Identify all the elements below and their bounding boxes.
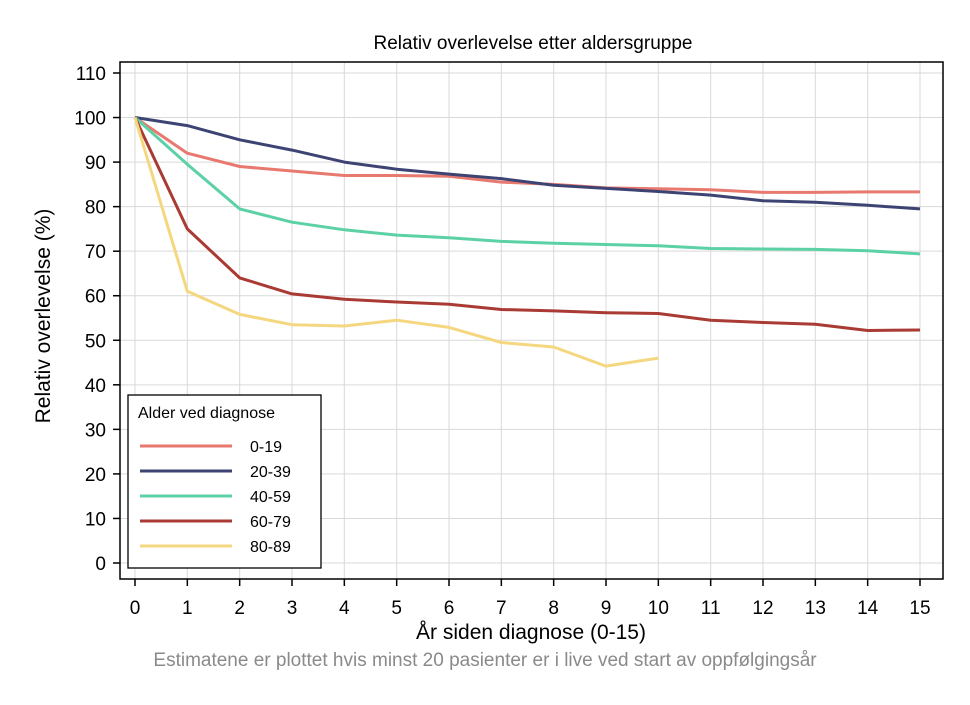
y-tick-label: 40 xyxy=(85,376,106,397)
legend-label: 20-39 xyxy=(250,464,291,481)
x-tick-label: 1 xyxy=(182,598,193,619)
x-tick-label: 4 xyxy=(339,598,350,619)
chart-title: Relativ overlevelse etter aldersgruppe xyxy=(374,33,693,54)
plot-frame xyxy=(119,61,944,580)
x-axis-label: År siden diagnose (0-15) xyxy=(416,621,646,644)
legend-label: 60-79 xyxy=(250,514,291,531)
legend-label: 40-59 xyxy=(250,489,291,506)
y-tick-label: 100 xyxy=(74,109,106,130)
series-lines xyxy=(133,116,921,368)
x-tick-label: 3 xyxy=(287,598,298,619)
x-tick-label: 5 xyxy=(391,598,402,619)
x-tick-label: 11 xyxy=(701,598,721,619)
x-tick-label: 10 xyxy=(648,598,669,619)
x-tick-label: 7 xyxy=(496,598,507,619)
x-tick-label: 2 xyxy=(234,598,245,619)
series-line-80-89 xyxy=(133,117,659,368)
x-tick-label: 12 xyxy=(752,598,773,619)
y-axis-label: Relativ overlevelse (%) xyxy=(32,209,55,424)
x-tick-label: 15 xyxy=(909,598,930,619)
legend-title: Alder ved diagnose xyxy=(138,405,275,422)
y-axis: 0 10 20 30 40 50 60 70 80 90 100 110 xyxy=(74,64,120,575)
y-tick-label: 70 xyxy=(85,242,106,263)
legend-box xyxy=(127,394,322,569)
y-tick-label: 80 xyxy=(85,198,106,219)
x-tick-label: 8 xyxy=(548,598,559,619)
y-tick-label: 110 xyxy=(76,64,106,85)
series-line-60-79 xyxy=(133,116,921,332)
legend-items: 0-19 20-39 40-59 60-79 80-89 xyxy=(140,439,291,556)
y-tick-label: 90 xyxy=(85,153,106,174)
x-tick-label: 0 xyxy=(130,598,141,619)
y-tick-label: 20 xyxy=(85,465,106,486)
y-tick-label: 50 xyxy=(85,331,106,352)
legend: Alder ved diagnose 0-19 20-39 40-59 60-79 80… xyxy=(127,394,322,569)
y-tick-label: 0 xyxy=(95,554,106,575)
x-tick-label: 6 xyxy=(444,598,455,619)
series-line-20-39 xyxy=(134,116,921,211)
x-tick-label: 9 xyxy=(601,598,612,619)
x-tick-label: 14 xyxy=(857,598,879,619)
y-tick-label: 60 xyxy=(85,287,106,308)
y-tick-label: 30 xyxy=(85,420,106,441)
series-line-40-59 xyxy=(133,116,921,256)
x-axis: 0 1 2 3 4 5 6 7 8 9 10 11 12 13 14 15 xyxy=(130,579,931,619)
footnote-caption: Estimatene er plottet hvis minst 20 pasi… xyxy=(153,650,817,671)
y-tick-label: 10 xyxy=(85,509,106,530)
x-tick-label: 13 xyxy=(805,598,826,619)
legend-label: 0-19 xyxy=(250,439,282,456)
legend-label: 80-89 xyxy=(250,539,291,556)
